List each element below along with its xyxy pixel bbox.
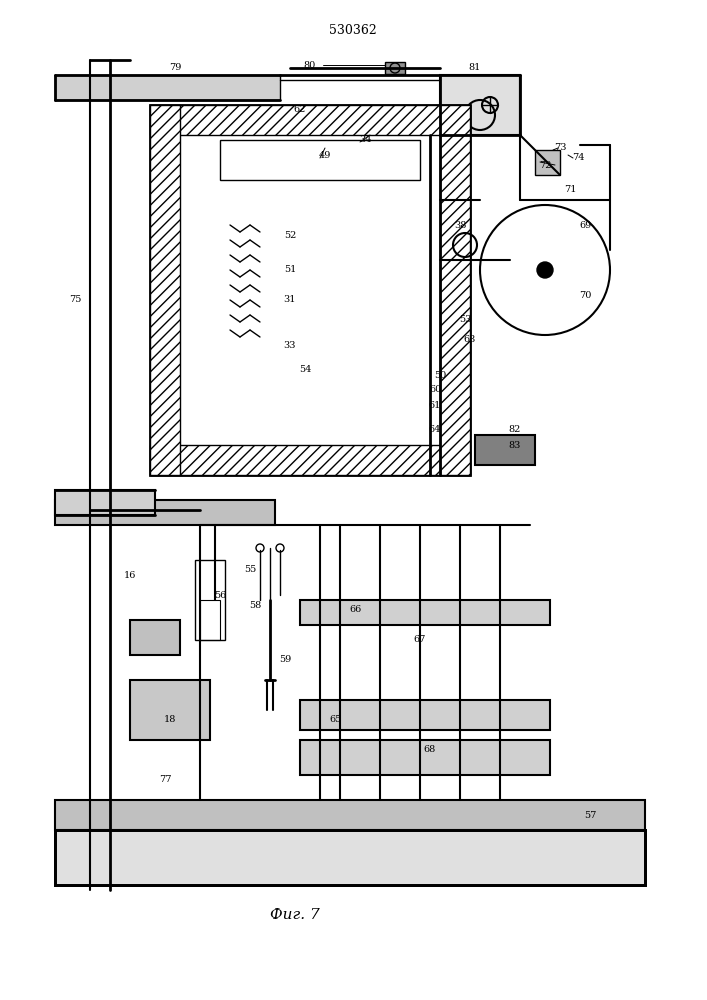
Text: 75: 75 (69, 296, 81, 304)
Text: 530362: 530362 (329, 23, 377, 36)
Bar (55, 800, 645, 830)
Bar (220, 140, 420, 180)
Bar (385, 62, 405, 74)
Text: 54: 54 (299, 365, 311, 374)
Text: 16: 16 (124, 570, 136, 580)
Bar (300, 700, 550, 730)
Text: 38: 38 (454, 221, 466, 230)
Bar (55, 500, 275, 525)
Bar (150, 445, 470, 475)
Text: 64: 64 (429, 426, 441, 434)
Text: 83: 83 (509, 440, 521, 450)
Text: 73: 73 (554, 143, 566, 152)
Text: 53: 53 (459, 316, 471, 324)
Text: 69: 69 (579, 221, 591, 230)
Text: 50: 50 (434, 370, 446, 379)
Bar (150, 105, 470, 135)
Text: 81: 81 (469, 64, 481, 73)
Text: 72: 72 (539, 160, 551, 169)
Bar (300, 740, 550, 775)
Bar (475, 435, 535, 465)
Bar (440, 75, 520, 135)
Text: 62: 62 (294, 105, 306, 114)
Polygon shape (55, 830, 645, 885)
Circle shape (276, 544, 284, 552)
Text: 63: 63 (464, 336, 477, 344)
Bar (195, 560, 225, 640)
Text: 74: 74 (572, 153, 584, 162)
Text: 60: 60 (429, 385, 441, 394)
Text: 31: 31 (284, 296, 296, 304)
Text: 65: 65 (329, 716, 341, 724)
Text: 18: 18 (164, 716, 176, 724)
Bar (150, 105, 180, 475)
Bar (130, 620, 180, 655)
Text: 33: 33 (284, 340, 296, 350)
Text: 58: 58 (249, 600, 261, 609)
Text: Фиг. 7: Фиг. 7 (270, 908, 320, 922)
Text: 68: 68 (424, 746, 436, 754)
Bar (300, 600, 550, 625)
Polygon shape (535, 150, 560, 175)
Text: 67: 67 (414, 636, 426, 645)
Circle shape (537, 262, 553, 278)
Bar (55, 490, 155, 515)
Text: 61: 61 (429, 400, 441, 410)
Bar (440, 105, 470, 475)
Text: 79: 79 (169, 64, 181, 73)
Text: 52: 52 (284, 231, 296, 239)
Text: 55: 55 (244, 566, 256, 574)
Text: 56: 56 (214, 590, 226, 599)
Text: 59: 59 (279, 656, 291, 664)
Text: 77: 77 (159, 776, 171, 784)
Text: 66: 66 (349, 605, 361, 614)
Text: 82: 82 (509, 426, 521, 434)
Text: 70: 70 (579, 290, 591, 300)
Text: 57: 57 (584, 810, 596, 820)
Text: 80: 80 (304, 60, 316, 70)
Text: 51: 51 (284, 265, 296, 274)
Circle shape (256, 544, 264, 552)
Text: 34: 34 (358, 135, 371, 144)
Text: 71: 71 (563, 186, 576, 194)
Polygon shape (55, 75, 280, 100)
Bar (200, 600, 220, 640)
Bar (150, 105, 470, 475)
Bar (55, 830, 645, 885)
Bar (130, 680, 210, 740)
Text: 49: 49 (319, 150, 331, 159)
